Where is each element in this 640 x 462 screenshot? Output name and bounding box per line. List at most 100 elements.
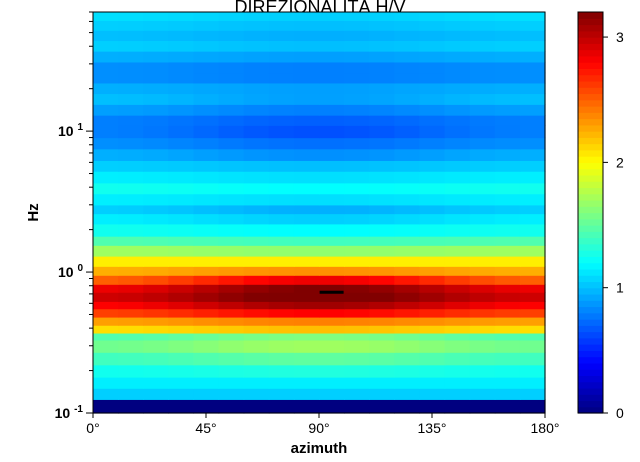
- heatmap-cell: [93, 30, 119, 42]
- heatmap-cell: [168, 275, 195, 285]
- heatmap-cell: [268, 339, 295, 353]
- heatmap-cell: [344, 193, 370, 206]
- heatmap-cell: [293, 93, 320, 105]
- heatmap-cell: [243, 266, 270, 276]
- heatmap-cell: [193, 61, 220, 74]
- heatmap-cell: [519, 182, 546, 195]
- colorbar-segment: [578, 387, 603, 395]
- heatmap-cell: [293, 30, 320, 42]
- heatmap-cell: [93, 266, 119, 276]
- heatmap-cell: [268, 40, 295, 52]
- heatmap-cell: [143, 388, 169, 400]
- heatmap-cell: [519, 115, 546, 126]
- heatmap-cell: [168, 284, 195, 293]
- heatmap-cell: [143, 325, 169, 334]
- heatmap-cell: [143, 236, 169, 246]
- heatmap-cell: [319, 316, 345, 326]
- heatmap-cell: [519, 245, 546, 257]
- heatmap-cell: [243, 137, 270, 150]
- heatmap-cell: [93, 137, 119, 150]
- heatmap-cell: [369, 137, 395, 150]
- heatmap-cell: [444, 160, 471, 172]
- heatmap-cell: [394, 82, 421, 95]
- heatmap-cell: [369, 148, 395, 161]
- heatmap-cell: [469, 115, 496, 126]
- heatmap-cell: [519, 61, 546, 74]
- heatmap-cell: [193, 256, 220, 267]
- heatmap-cell: [143, 301, 169, 310]
- heatmap-cell: [218, 388, 245, 400]
- heatmap-cell: [118, 332, 144, 341]
- heatmap-cell: [293, 364, 320, 378]
- heatmap-cell: [218, 51, 245, 63]
- heatmap-cell: [93, 125, 119, 139]
- heatmap-cell: [268, 171, 295, 184]
- heatmap-cell: [118, 125, 144, 139]
- heatmap-cell: [394, 236, 421, 246]
- heatmap-cell: [344, 377, 370, 389]
- heatmap-cell: [118, 104, 144, 116]
- heatmap-cell: [444, 284, 471, 293]
- heatmap-cell: [469, 301, 496, 310]
- heatmap-cell: [168, 12, 195, 22]
- heatmap-cell: [268, 316, 295, 326]
- heatmap-cell: [218, 12, 245, 22]
- heatmap-cell: [218, 182, 245, 195]
- heatmap-cell: [193, 20, 220, 31]
- heatmap-cell: [118, 93, 144, 105]
- colorbar-tick-label: 0: [616, 405, 624, 421]
- heatmap-cell: [193, 245, 220, 257]
- heatmap-cell: [494, 137, 521, 150]
- heatmap-cell: [243, 399, 270, 414]
- heatmap-cell: [243, 275, 270, 285]
- heatmap-cell: [93, 301, 119, 310]
- heatmap-cell: [243, 301, 270, 310]
- heatmap-cell: [344, 332, 370, 341]
- colorbar-segment: [578, 49, 603, 57]
- heatmap-cell: [444, 236, 471, 246]
- heatmap-cell: [419, 51, 446, 63]
- heatmap-cell: [319, 399, 345, 414]
- heatmap-cell: [218, 377, 245, 389]
- colorbar-segment: [578, 250, 603, 257]
- colorbar-segment: [578, 406, 603, 414]
- heatmap-cell: [444, 223, 471, 237]
- heatmap-cell: [118, 204, 144, 215]
- heatmap-cell: [143, 377, 169, 389]
- heatmap-cell: [319, 332, 345, 341]
- heatmap-cell: [218, 61, 245, 74]
- y-tick-base: 10: [55, 405, 74, 421]
- heatmap-cell: [444, 388, 471, 400]
- heatmap-cell: [268, 12, 295, 22]
- heatmap-cell: [319, 51, 345, 63]
- colorbar-segment: [578, 99, 603, 107]
- heatmap-cell: [344, 115, 370, 126]
- heatmap-cell: [394, 316, 421, 326]
- heatmap-cell: [218, 82, 245, 95]
- heatmap-cell: [268, 388, 295, 400]
- heatmap-cell: [193, 148, 220, 161]
- heatmap-cell: [494, 12, 521, 22]
- heatmap-cell: [444, 292, 471, 302]
- heatmap-cell: [444, 193, 471, 206]
- heatmap-cell: [469, 104, 496, 116]
- heatmap-cell: [419, 388, 446, 400]
- heatmap-cell: [419, 93, 446, 105]
- heatmap-cell: [369, 316, 395, 326]
- heatmap-cell: [319, 204, 345, 215]
- heatmap-cell: [118, 182, 144, 195]
- heatmap-cell: [469, 316, 496, 326]
- heatmap-cell: [419, 275, 446, 285]
- heatmap-cell: [494, 325, 521, 334]
- heatmap-cell: [243, 148, 270, 161]
- heatmap-cell: [344, 213, 370, 225]
- heatmap-cell: [469, 12, 496, 22]
- heatmap-cell: [143, 399, 169, 414]
- colorbar-segment: [578, 225, 603, 232]
- heatmap-cell: [218, 93, 245, 105]
- heatmap-cell: [519, 256, 546, 267]
- heatmap-cell: [369, 20, 395, 31]
- heatmap-cell: [193, 213, 220, 225]
- heatmap-cell: [444, 72, 471, 84]
- x-tick-label: 90°: [308, 420, 329, 436]
